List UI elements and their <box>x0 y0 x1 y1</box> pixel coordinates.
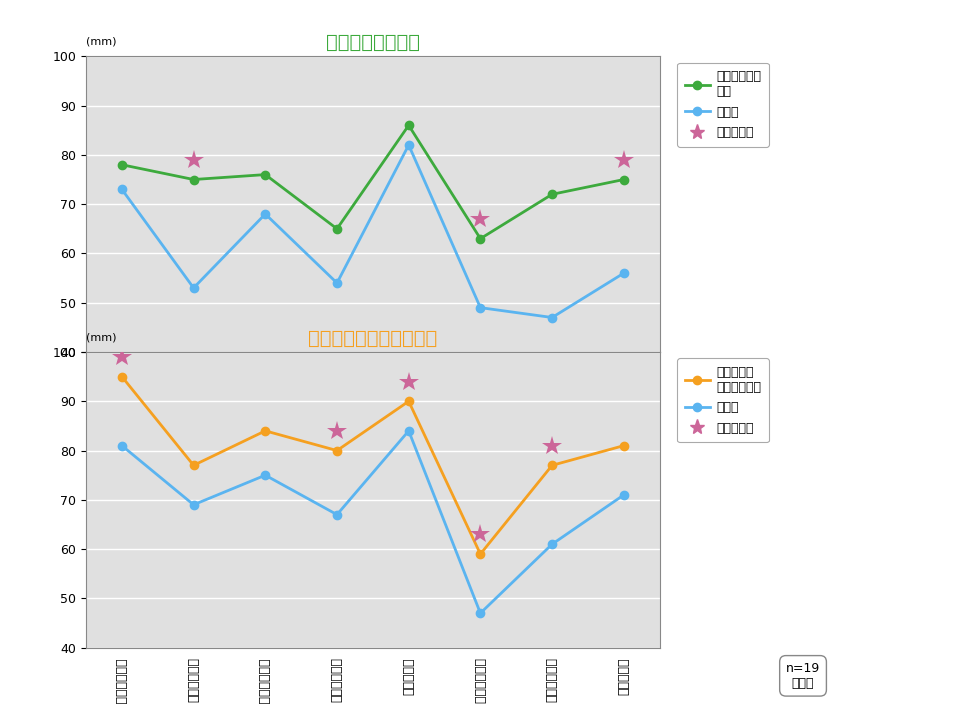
Legend: ペパーミント
精油, 精製水, 有意差あり: ペパーミント 精油, 精製水, 有意差あり <box>678 63 769 146</box>
Title: ペパーミント精油: ペパーミント精油 <box>326 33 420 52</box>
Text: (mm): (mm) <box>86 332 117 342</box>
Title: オレンジ・スイート精油: オレンジ・スイート精油 <box>308 329 438 348</box>
Text: (mm): (mm) <box>86 37 117 46</box>
Text: n=19
平均値: n=19 平均値 <box>786 662 820 690</box>
Legend: オレンジ・
スイート精油, 精製水, 有意差あり: オレンジ・ スイート精油, 精製水, 有意差あり <box>678 358 769 442</box>
